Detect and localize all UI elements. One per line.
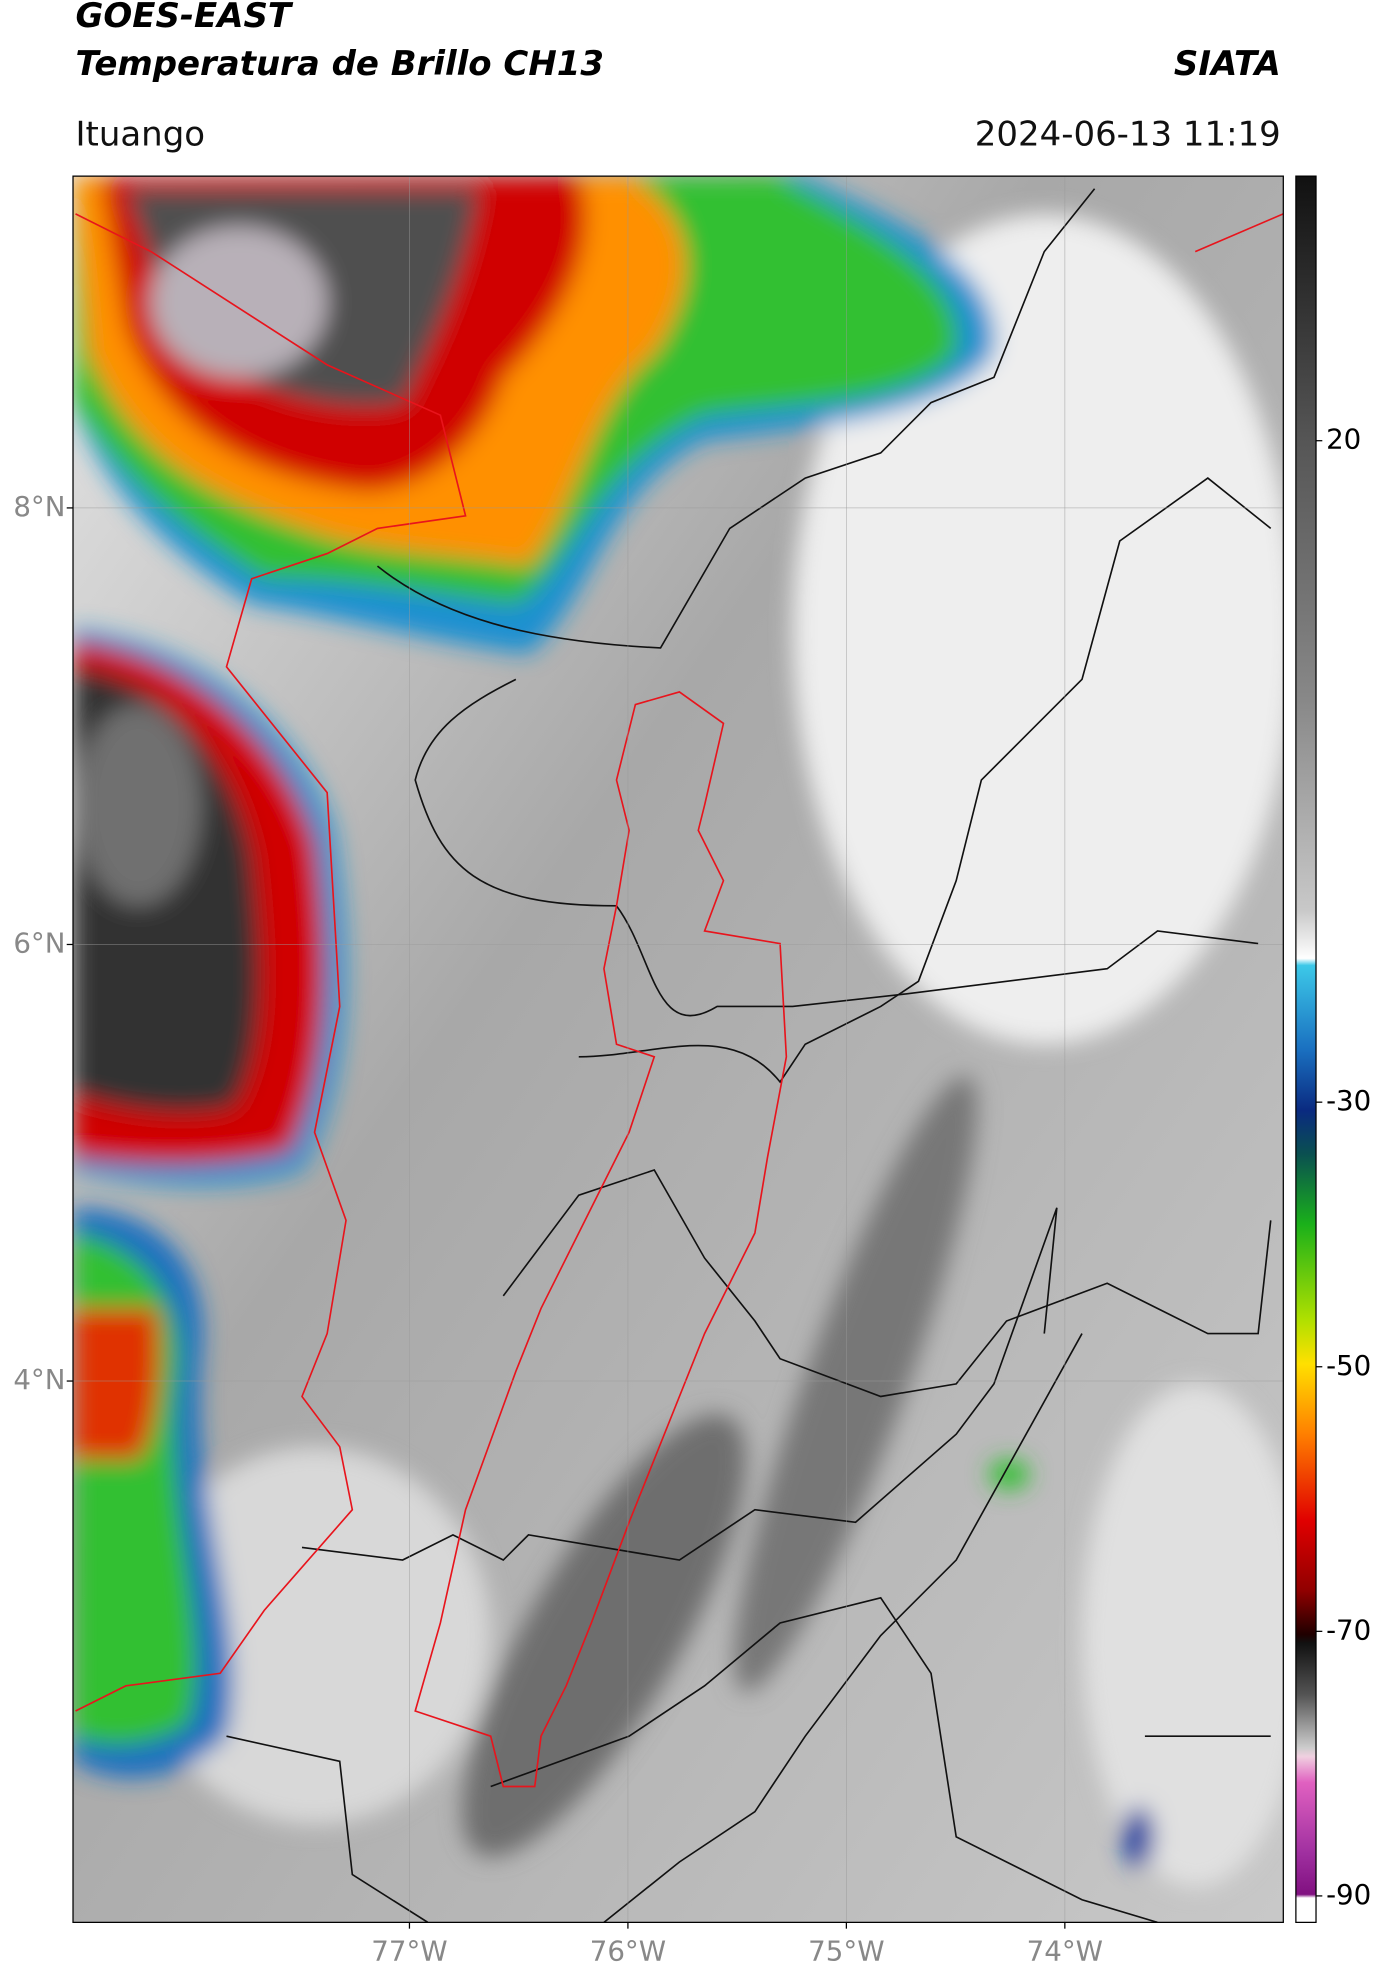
colorbar (1295, 175, 1317, 1924)
lat-tick-label: 6°N (13, 926, 65, 959)
colorbar-tick-label: -30 (1326, 1084, 1371, 1117)
graticule (73, 176, 1284, 1923)
colorbar-tick-label: -90 (1326, 1878, 1371, 1911)
title: GOES-EAST (76, 0, 294, 36)
source: SIATA (1174, 44, 1281, 84)
location: Ituango (76, 114, 206, 154)
lon-tick-label: 77°W (371, 1935, 447, 1968)
borders (226, 188, 1272, 1923)
lon-tick-label: 74°W (1027, 1935, 1103, 1968)
colorbar-tick-label: -70 (1326, 1613, 1371, 1646)
rivers-coast (75, 213, 1284, 1788)
axes: 8°N 6°N 4°N 77°W 76°W 75°W 74°W 20 -30 -50 -70 -90 (13, 423, 1371, 1968)
map-frame (72, 175, 1284, 1924)
lat-tick-label: 8°N (13, 490, 65, 523)
lon-tick-label: 76°W (590, 1935, 666, 1968)
colorbar-tick-label: 20 (1326, 423, 1361, 456)
satellite-image (73, 176, 1284, 1923)
lon-tick-label: 75°W (808, 1935, 884, 1968)
colorbar-tick-label: -50 (1326, 1349, 1371, 1382)
lat-tick-label: 4°N (13, 1363, 65, 1396)
timestamp: 2024-06-13 11:19 (975, 114, 1281, 154)
subtitle: Temperatura de Brillo CH13 (76, 44, 604, 84)
